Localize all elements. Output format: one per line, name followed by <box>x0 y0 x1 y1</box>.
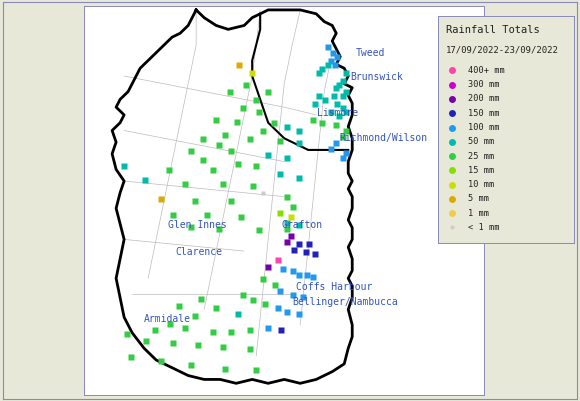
Text: Bellinger/Nambucca: Bellinger/Nambucca <box>292 297 398 307</box>
Text: Rainfall Totals: Rainfall Totals <box>446 25 540 35</box>
Text: 5 mm: 5 mm <box>468 194 489 203</box>
Text: 100 mm: 100 mm <box>468 123 499 132</box>
Text: 400+ mm: 400+ mm <box>468 66 505 75</box>
Text: 25 mm: 25 mm <box>468 152 494 160</box>
Text: 300 mm: 300 mm <box>468 80 499 89</box>
Text: Clarence: Clarence <box>175 247 222 257</box>
Text: 150 mm: 150 mm <box>468 109 499 118</box>
Text: 15 mm: 15 mm <box>468 166 494 175</box>
Text: Lismore: Lismore <box>317 107 358 117</box>
Text: 10 mm: 10 mm <box>468 180 494 189</box>
Text: 17/09/2022-23/09/2022: 17/09/2022-23/09/2022 <box>446 45 559 55</box>
Text: Richmond/Wilson: Richmond/Wilson <box>339 133 427 143</box>
Text: 50 mm: 50 mm <box>468 137 494 146</box>
Text: < 1 mm: < 1 mm <box>468 223 499 232</box>
Text: Armidale: Armidale <box>143 314 190 324</box>
Text: Grafton: Grafton <box>281 220 322 230</box>
Text: Glen Innes: Glen Innes <box>168 220 227 230</box>
Text: 200 mm: 200 mm <box>468 95 499 103</box>
Text: 1 mm: 1 mm <box>468 209 489 218</box>
Text: Tweed: Tweed <box>356 49 385 59</box>
Text: Brunswick: Brunswick <box>350 72 403 82</box>
Text: Coffs Harbour: Coffs Harbour <box>296 282 372 292</box>
